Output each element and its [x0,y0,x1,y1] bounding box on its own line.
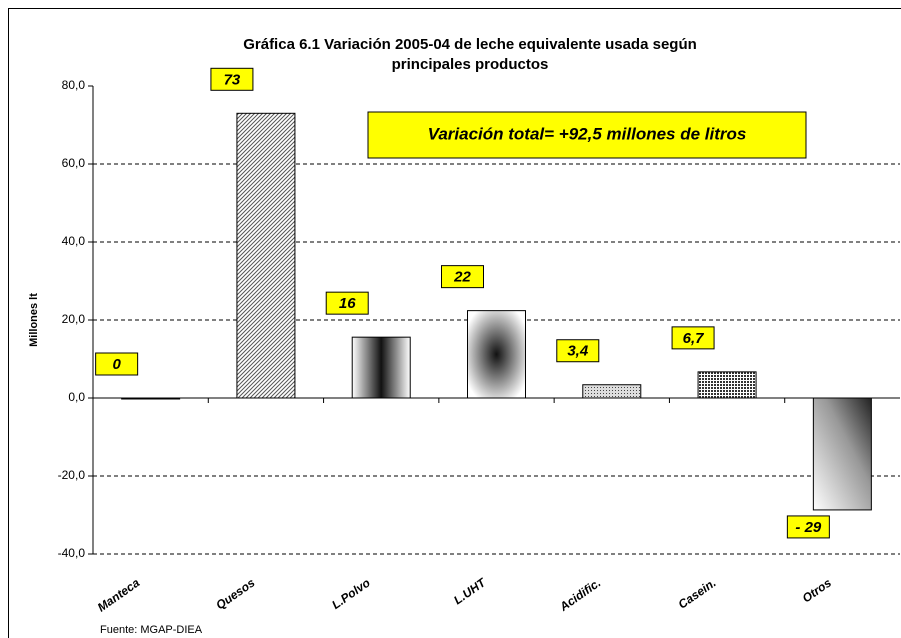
bar [697,371,757,399]
frame [8,8,901,638]
x-tick-label: Casein. [676,576,719,612]
bar [582,384,642,399]
data-label: 73 [224,71,241,88]
y-tick-label: 60,0 [62,156,86,170]
y-tick-label: -40,0 [58,546,86,560]
data-label: 22 [453,269,471,286]
data-label: 6,7 [683,330,705,347]
data-label: - 29 [795,519,822,536]
data-label-box [556,339,600,363]
x-tick-label: L.Polvo [329,576,373,612]
x-tick-label: Manteca [95,575,143,614]
bar [467,310,526,399]
data-label-box [325,291,369,315]
x-tick-label: Otros [800,575,835,605]
data-label-box [210,67,254,91]
data-label: 16 [339,295,356,312]
y-tick-label: 80,0 [62,78,86,92]
source: Fuente: MGAP-DIEA [100,624,203,636]
chart-title: principales productos [392,56,549,73]
y-tick-label: 0,0 [68,390,85,404]
bar [812,397,872,511]
bar [121,397,181,400]
x-tick-label: L.UHT [451,575,489,608]
data-label-box [441,265,484,289]
y-axis-label: Millones lt [28,293,40,347]
data-label-box [786,515,830,539]
chart-title: Gráfica 6.1 Variación 2005-04 de leche e… [243,36,697,53]
data-label-box [671,326,715,350]
x-tick-label: Acidific. [556,576,603,615]
y-tick-label: 40,0 [62,234,86,248]
x-tick-label: Quesos [213,575,257,612]
bar [351,336,411,399]
annotation: Variación total= +92,5 millones de litro… [428,124,747,143]
data-label-box [95,352,139,376]
y-tick-label: -20,0 [58,468,86,482]
data-label: 3,4 [567,343,589,360]
annotation-box [367,111,807,159]
y-tick-label: 20,0 [62,312,86,326]
data-label: 0 [112,356,121,373]
bar [236,112,296,399]
